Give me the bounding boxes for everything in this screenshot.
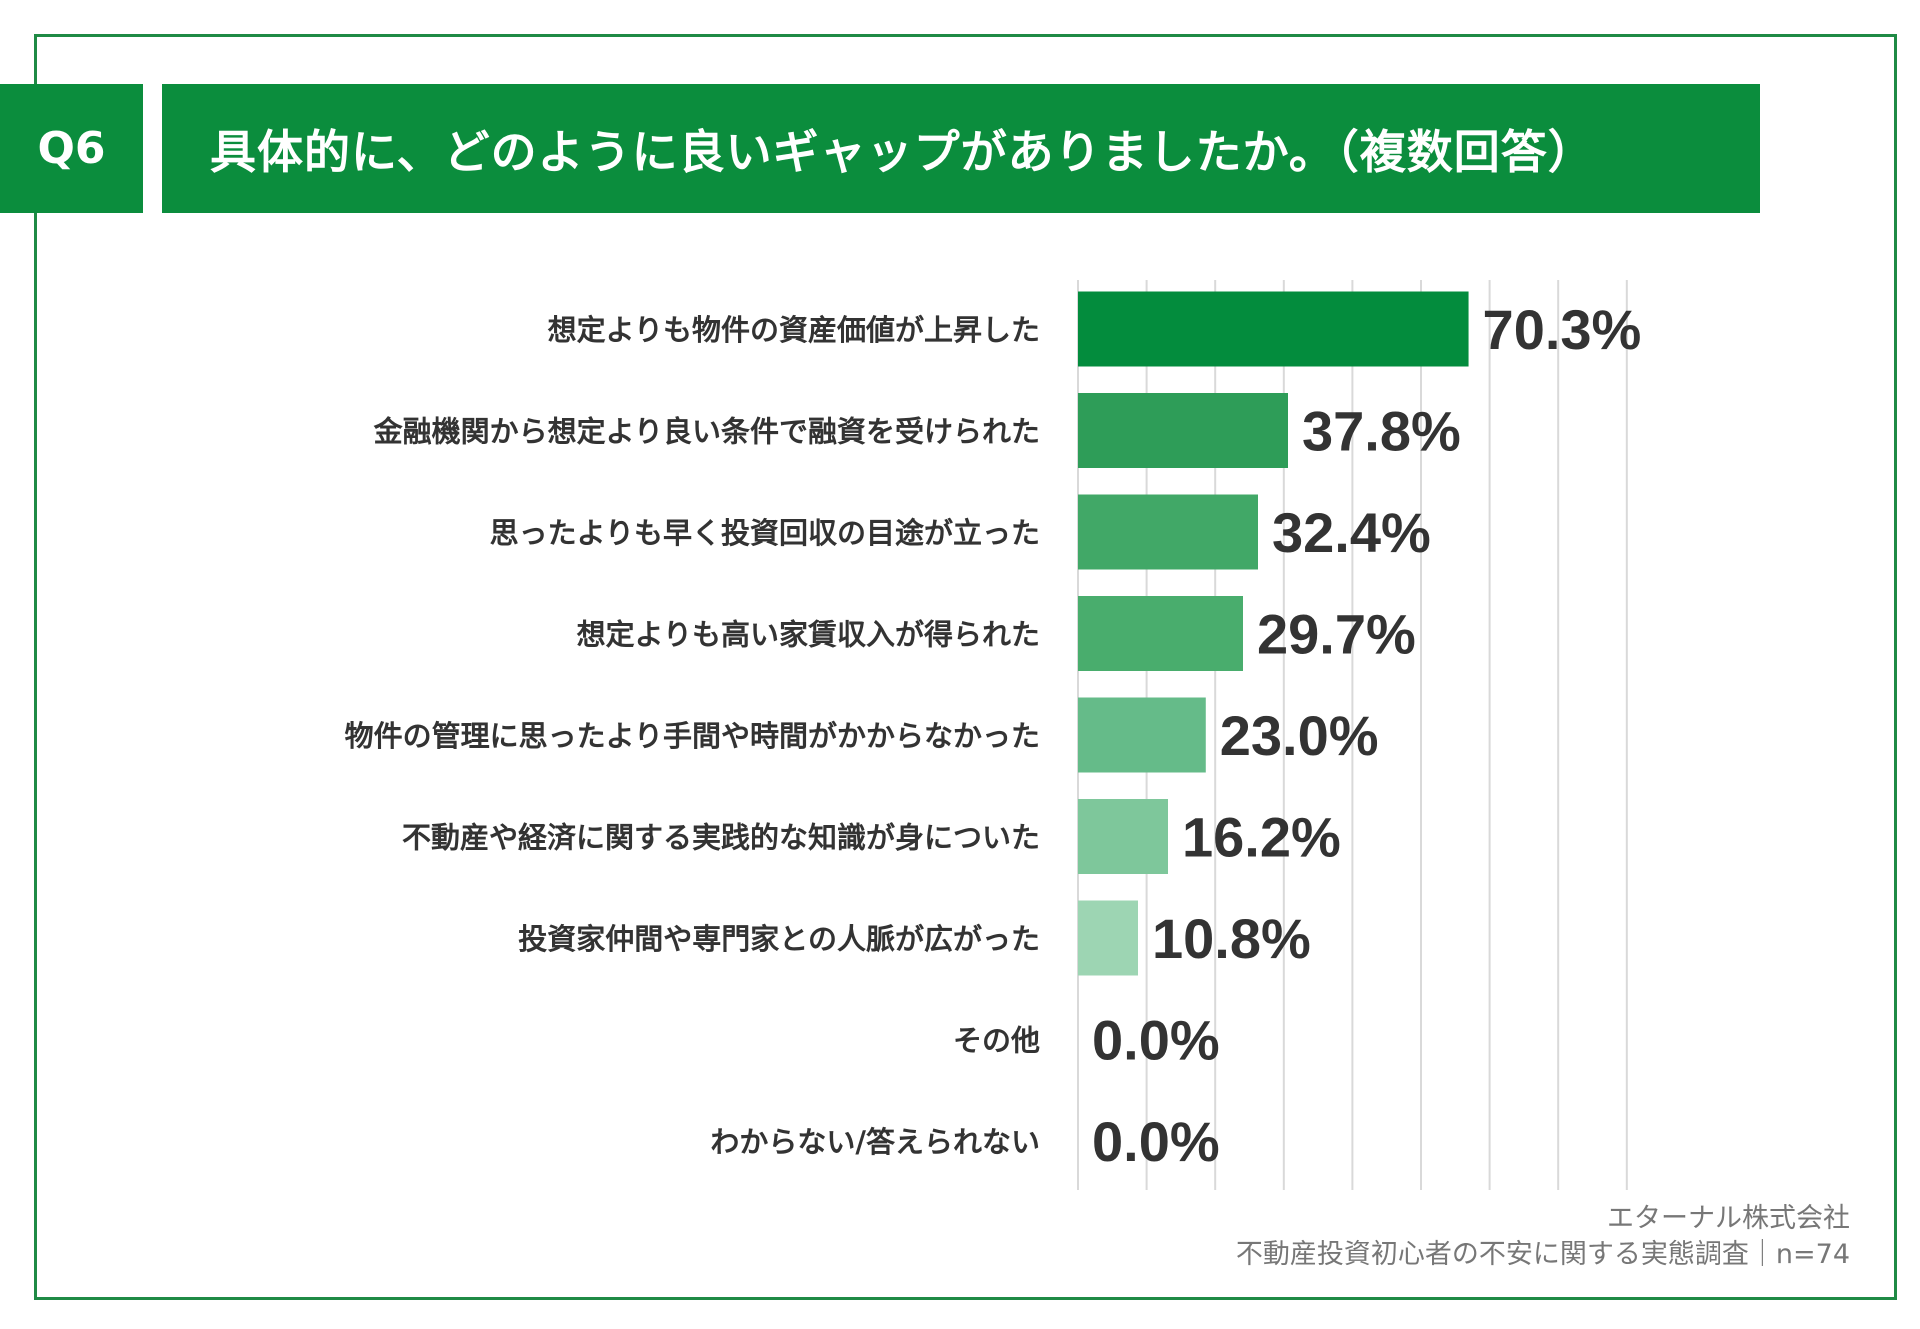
- category-label: 不動産や経済に関する実践的な知識が身についた: [402, 821, 1040, 855]
- bar: [1078, 291, 1469, 367]
- bar: [1078, 494, 1258, 570]
- bar: [1078, 393, 1288, 468]
- value-label: 70.3%: [1483, 298, 1642, 361]
- value-label: 10.8%: [1152, 907, 1311, 970]
- bar: [1078, 900, 1138, 976]
- bar: [1078, 596, 1243, 671]
- value-label: 0.0%: [1092, 1009, 1220, 1072]
- category-label: 想定よりも高い家賃収入が得られた: [577, 618, 1040, 652]
- value-label: 0.0%: [1092, 1110, 1220, 1173]
- value-label: 16.2%: [1182, 806, 1341, 869]
- value-label: 37.8%: [1302, 400, 1461, 463]
- category-label: 物件の管理に思ったより手間や時間がかからなかった: [345, 719, 1040, 753]
- question-number: Q6: [37, 123, 106, 174]
- question-title: 具体的に、どのように良いギャップがありましたか。（複数回答）: [210, 124, 1595, 179]
- question-title-bar: 具体的に、どのように良いギャップがありましたか。（複数回答）: [162, 84, 1760, 213]
- footer-company: エターナル株式会社: [1607, 1203, 1850, 1234]
- bar: [1078, 799, 1168, 874]
- category-label: 金融機関から想定より良い条件で融資を受けられた: [373, 415, 1040, 449]
- value-label: 32.4%: [1272, 501, 1431, 564]
- chart-frame: [34, 34, 1897, 1300]
- category-label: わからない/答えられない: [710, 1125, 1040, 1159]
- category-label: 思ったよりも早く投資回収の目途が立った: [490, 516, 1040, 550]
- footer-survey-info: 不動産投資初心者の不安に関する実態調査｜n=74: [1235, 1239, 1850, 1270]
- question-number-badge: Q6: [0, 84, 143, 213]
- category-label: 想定よりも物件の資産価値が上昇した: [548, 313, 1040, 347]
- bar: [1078, 697, 1206, 773]
- value-label: 29.7%: [1257, 603, 1416, 666]
- category-label: その他: [953, 1024, 1040, 1058]
- value-label: 23.0%: [1220, 704, 1379, 767]
- category-label: 投資家仲間や専門家との人脈が広がった: [518, 922, 1040, 956]
